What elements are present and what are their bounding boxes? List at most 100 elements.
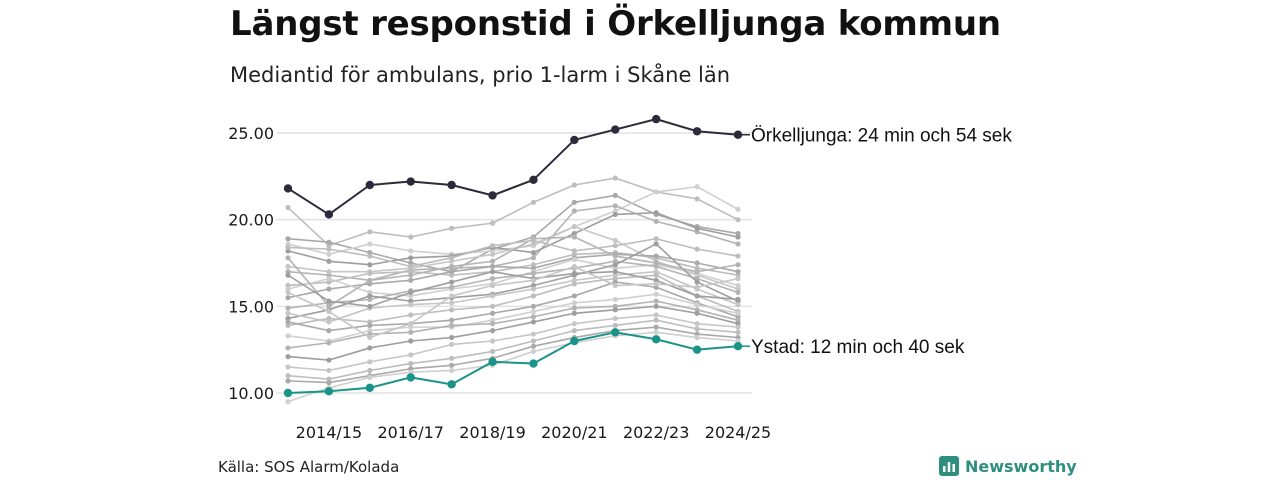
data-point — [612, 175, 618, 181]
data-point — [694, 225, 700, 231]
data-point — [408, 352, 414, 358]
data-point — [694, 246, 700, 252]
data-point — [653, 291, 659, 297]
data-point — [571, 224, 577, 230]
data-point — [326, 340, 332, 346]
data-point — [449, 284, 455, 290]
data-point — [408, 289, 414, 296]
data-point — [449, 255, 455, 261]
data-point — [408, 248, 414, 254]
data-point — [735, 262, 741, 268]
data-point — [735, 310, 741, 316]
data-point — [529, 175, 538, 184]
data-point — [449, 334, 455, 341]
data-point — [612, 282, 618, 289]
data-point — [653, 236, 659, 242]
data-point — [408, 329, 414, 335]
data-point — [489, 310, 496, 316]
data-point — [653, 260, 659, 266]
data-point — [489, 251, 496, 257]
series-line — [287, 185, 739, 256]
data-point — [612, 307, 618, 313]
data-point — [694, 269, 700, 275]
data-point — [408, 338, 414, 344]
data-point — [489, 303, 496, 309]
data-point — [449, 225, 455, 231]
data-point — [406, 373, 415, 382]
data-point — [571, 281, 577, 287]
data-point — [735, 217, 741, 223]
data-point — [530, 277, 537, 283]
series-line — [287, 118, 739, 216]
annotation-label-örkelljunga: Örkelljunga: 24 min och 54 sek — [751, 126, 1012, 147]
data-point — [326, 239, 332, 245]
series-kommun-13 — [285, 272, 741, 328]
data-point — [285, 289, 291, 296]
data-point — [489, 243, 496, 249]
data-point — [570, 135, 579, 145]
data-point — [489, 276, 496, 282]
data-point — [735, 289, 741, 296]
y-tick-label: 10.00 — [228, 384, 274, 403]
series-kommun-15 — [285, 291, 741, 344]
data-point — [612, 269, 618, 275]
data-point — [489, 269, 496, 275]
data-point — [612, 253, 618, 259]
data-point — [612, 237, 618, 244]
data-point — [367, 229, 373, 235]
data-point — [326, 298, 332, 304]
series-ystad — [283, 328, 743, 398]
data-point — [612, 322, 618, 328]
data-point — [529, 359, 538, 368]
chart-title: Längst responstid i Örkelljunga kommun — [230, 4, 1001, 44]
data-point — [530, 314, 537, 320]
series-line — [287, 251, 739, 287]
data-point — [326, 315, 332, 322]
y-tick-label: 25.00 — [228, 124, 274, 143]
series-kommun-06 — [285, 224, 741, 292]
data-point — [612, 203, 618, 209]
data-point — [530, 293, 537, 299]
data-point — [694, 284, 700, 290]
series-line — [287, 331, 739, 403]
annotations: Örkelljunga: 24 min och 54 sek Ystad: 12 … — [738, 126, 1012, 358]
data-point — [285, 364, 291, 370]
data-point — [449, 307, 455, 313]
data-point — [408, 263, 414, 270]
series-line — [287, 260, 739, 309]
data-point — [326, 367, 332, 374]
data-point — [285, 399, 291, 405]
data-point — [285, 333, 291, 339]
data-point — [326, 380, 332, 386]
data-point — [447, 180, 456, 190]
y-tick-label: 15.00 — [228, 297, 274, 316]
data-point — [530, 255, 537, 261]
data-point — [488, 191, 497, 200]
series-kommun-17 — [285, 303, 741, 363]
data-point — [571, 321, 577, 327]
data-point — [447, 380, 456, 389]
data-point — [571, 328, 577, 334]
series-örkelljunga — [283, 114, 743, 219]
data-point — [283, 184, 293, 193]
data-point — [367, 367, 373, 374]
x-tick-label: 2018/19 — [459, 423, 525, 442]
x-tick-label: 2020/21 — [541, 423, 607, 442]
data-point — [285, 310, 291, 316]
data-point — [365, 383, 375, 392]
data-point — [326, 276, 332, 282]
data-point — [285, 236, 291, 242]
x-tick-label: 2024/25 — [705, 423, 771, 442]
y-tick-label: 20.00 — [228, 211, 274, 230]
series-line — [287, 265, 739, 339]
series-line — [287, 331, 739, 394]
data-point — [694, 302, 700, 308]
data-point — [285, 255, 291, 261]
data-point — [653, 317, 659, 323]
source-note: Källa: SOS Alarm/Kolada — [218, 458, 400, 476]
data-point — [530, 348, 537, 354]
x-tick-label: 2014/15 — [296, 423, 362, 442]
data-point — [367, 241, 373, 247]
data-point — [694, 184, 700, 190]
data-point — [735, 329, 741, 335]
